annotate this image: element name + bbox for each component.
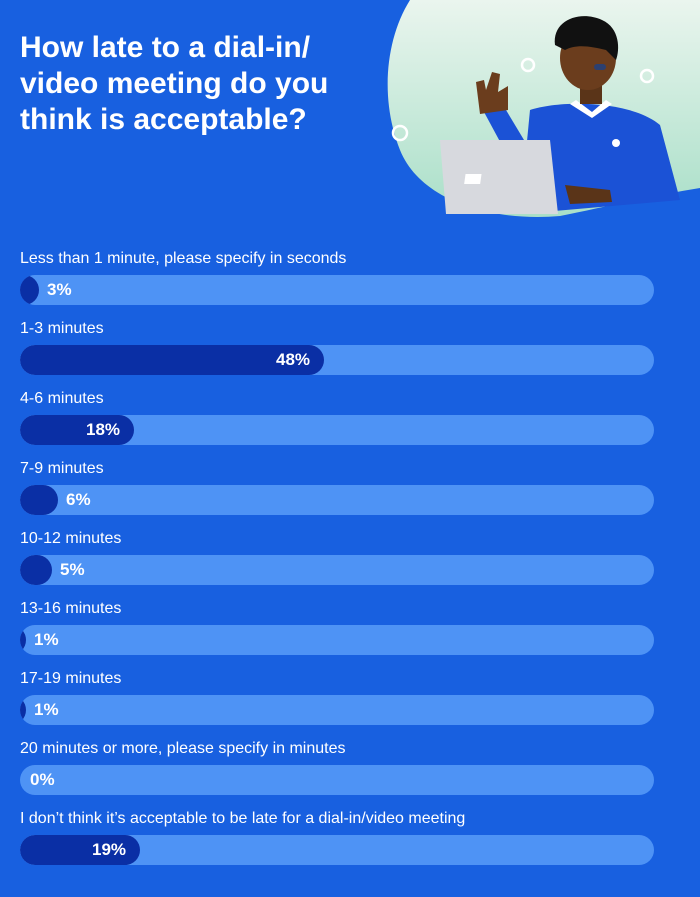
data-label: 1% bbox=[34, 630, 59, 649]
bar-track: 0% bbox=[20, 765, 654, 795]
category-label: 20 minutes or more, please specify in mi… bbox=[20, 740, 346, 757]
bar-track: 3% bbox=[20, 275, 654, 305]
bar-row: Less than 1 minute, please specify in se… bbox=[20, 248, 654, 318]
bar bbox=[20, 485, 58, 515]
category-label: I don’t think it’s acceptable to be late… bbox=[20, 810, 466, 827]
bar-row: 1-3 minutes 48% bbox=[20, 318, 654, 388]
bar-row: 4-6 minutes 18% bbox=[20, 388, 654, 458]
bar-track: 6% bbox=[20, 485, 654, 515]
data-label: 48% bbox=[276, 350, 311, 369]
category-label: 13-16 minutes bbox=[20, 600, 122, 617]
data-label: 3% bbox=[47, 280, 72, 299]
bar-track: 1% bbox=[20, 695, 654, 725]
category-label: Less than 1 minute, please specify in se… bbox=[20, 250, 347, 267]
bar-track: 1% bbox=[20, 625, 654, 655]
bar-track: 19% bbox=[20, 835, 654, 865]
data-label: 0% bbox=[30, 770, 55, 789]
person-with-headset-laptop-illustration bbox=[387, 0, 700, 217]
bar-row: 10-12 minutes 5% bbox=[20, 528, 654, 598]
bar bbox=[20, 835, 140, 865]
bar-row: 7-9 minutes 6% bbox=[20, 458, 654, 528]
bar-row: 20 minutes or more, please specify in mi… bbox=[20, 738, 654, 808]
bar-track: 18% bbox=[20, 415, 654, 445]
bar-row: 17-19 minutes 1% bbox=[20, 668, 654, 738]
data-label: 1% bbox=[34, 700, 59, 719]
chart-title: How late to a dial-in/ video meeting do … bbox=[20, 31, 329, 136]
data-label: 19% bbox=[92, 840, 127, 859]
bar bbox=[20, 275, 39, 305]
category-label: 17-19 minutes bbox=[20, 670, 122, 687]
bar bbox=[20, 695, 26, 725]
category-label: 7-9 minutes bbox=[20, 460, 104, 477]
data-label: 5% bbox=[60, 560, 85, 579]
bar bbox=[20, 415, 134, 445]
bar-track: 48% bbox=[20, 345, 654, 375]
category-label: 4-6 minutes bbox=[20, 390, 104, 407]
data-label: 6% bbox=[66, 490, 91, 509]
category-label: 10-12 minutes bbox=[20, 530, 122, 547]
category-label: 1-3 minutes bbox=[20, 320, 104, 337]
data-label: 18% bbox=[86, 420, 121, 439]
bar-chart: Less than 1 minute, please specify in se… bbox=[20, 248, 654, 878]
bar bbox=[20, 555, 52, 585]
bar-row: I don’t think it’s acceptable to be late… bbox=[20, 808, 654, 878]
bar bbox=[20, 345, 324, 375]
bar bbox=[20, 625, 26, 655]
bar-row: 13-16 minutes 1% bbox=[20, 598, 654, 668]
bar-track: 5% bbox=[20, 555, 654, 585]
